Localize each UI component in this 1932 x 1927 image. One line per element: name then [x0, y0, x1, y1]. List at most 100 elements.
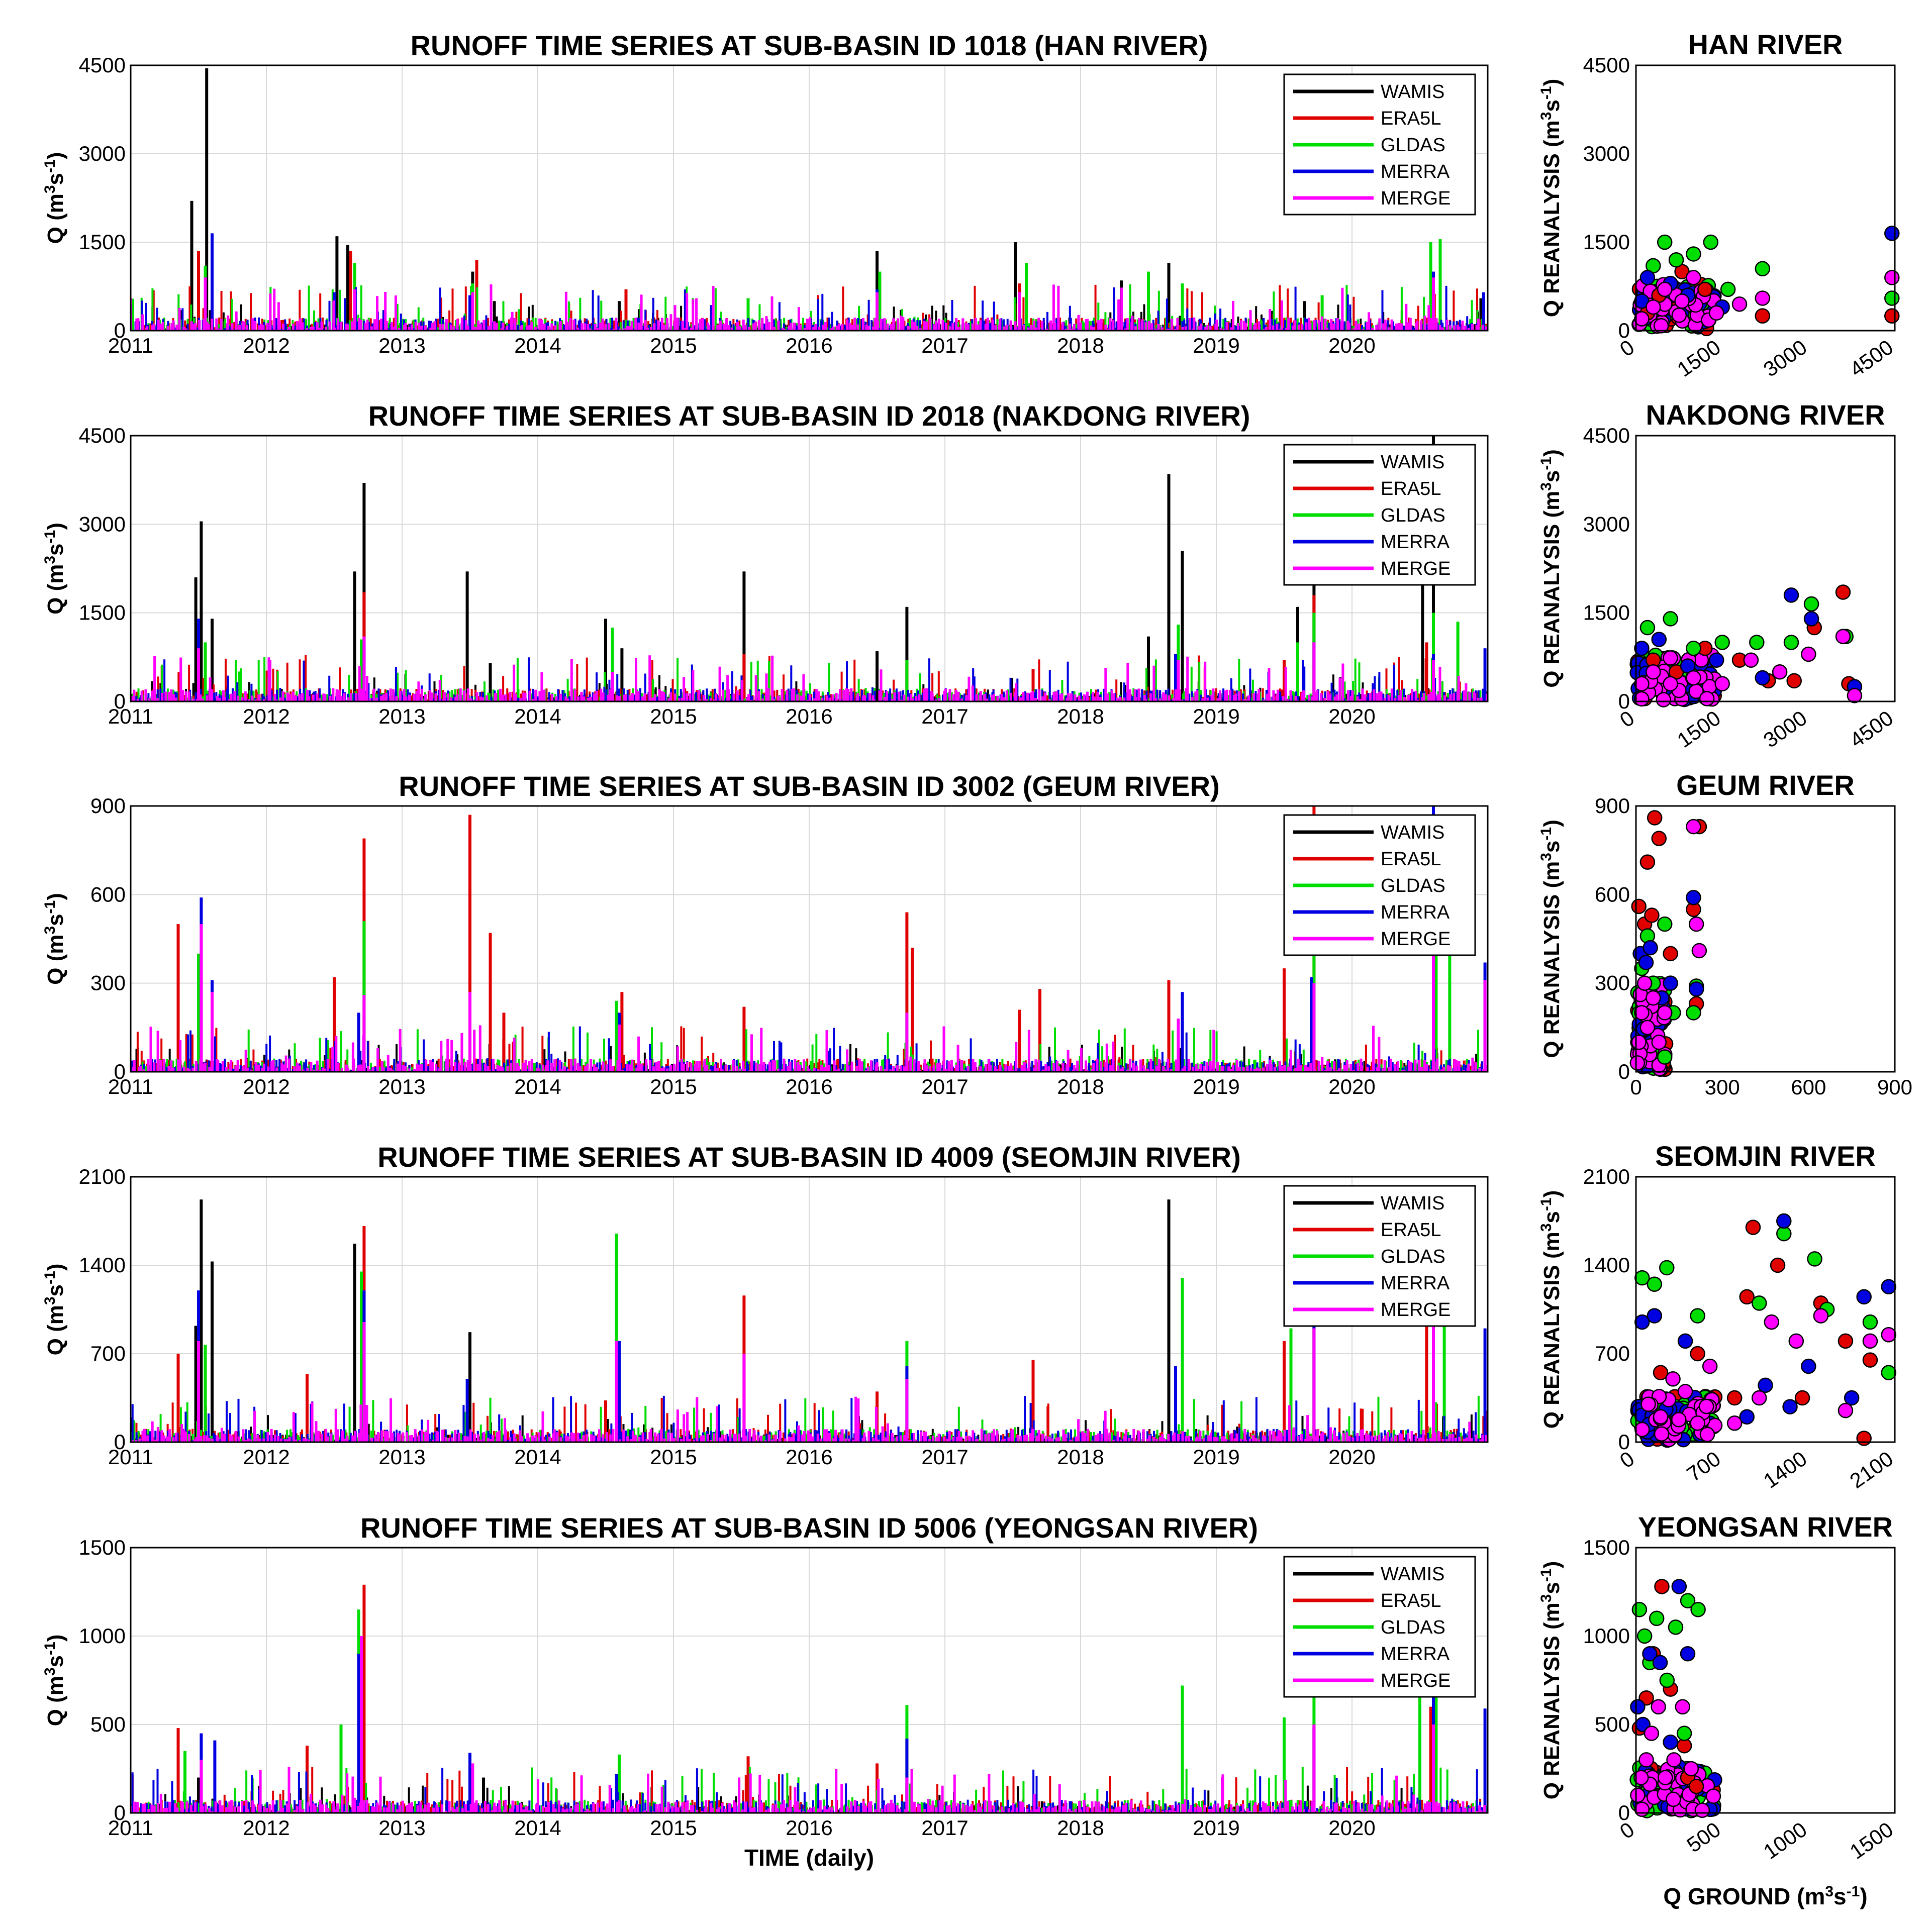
scatter-y-label: Q REANALYSIS (m3s-1) — [1538, 449, 1565, 688]
scatter-y-tick-label: 3000 — [1583, 512, 1630, 536]
scatter-point-merra — [1708, 652, 1724, 668]
x-tick-label: 2011 — [108, 1075, 153, 1098]
legend: WAMIS ERA5L GLDAS MERRA MERGE — [1283, 444, 1476, 586]
x-tick-label: 2014 — [514, 1816, 561, 1840]
scatter-point-gldas — [1749, 635, 1765, 650]
scatter-point-merge — [1708, 305, 1724, 321]
scatter-x-tick-label: 1400 — [1759, 1447, 1811, 1493]
y-tick-label: 2100 — [79, 1165, 126, 1188]
scatter-title: HAN RIVER — [1688, 29, 1843, 60]
scatter-frame — [1635, 64, 1896, 332]
scatter-point-merge — [1686, 270, 1701, 285]
x-tick-label: 2017 — [921, 1075, 968, 1098]
scatter-point-merge — [1788, 1333, 1804, 1349]
scatter-x-tick-label: 0 — [1615, 1447, 1638, 1473]
x-tick-label: 2012 — [243, 704, 289, 728]
y-tick-label: 0 — [114, 689, 126, 713]
scatter-point-merge — [1634, 691, 1650, 707]
x-tick-label: 2011 — [108, 704, 153, 728]
scatter-point-merra — [1634, 640, 1650, 656]
y-tick-label: 1500 — [79, 1536, 126, 1559]
scatter-point-merge — [1646, 299, 1661, 315]
panel-3: 2011 2012 2013 2014 2015 2016 2017 2018 2019 2020… — [42, 769, 1913, 1099]
scatter-x-label: Q GROUND (m3s-1) — [1663, 1883, 1867, 1910]
scatter-point-gldas — [1720, 281, 1736, 297]
timeseries-y-label: Q (m3s-1) — [42, 1635, 68, 1727]
scatter-point-era5l — [1697, 281, 1713, 297]
scatter-point-gldas — [1639, 620, 1656, 636]
scatter-point-merge — [1666, 1752, 1682, 1768]
x-tick-label: 2016 — [786, 334, 832, 357]
scatter-point-merra — [1630, 1699, 1646, 1715]
scatter-point-era5l — [1838, 1333, 1854, 1349]
scatter-y-tick-label: 900 — [1595, 794, 1630, 818]
scatter-point-era5l — [1653, 1365, 1669, 1380]
scatter-point-merra — [1639, 270, 1656, 285]
scatter-point-merge — [1862, 1333, 1878, 1349]
x-tick-label: 2020 — [1328, 1445, 1375, 1469]
x-tick-label: 2014 — [514, 334, 561, 357]
scatter-frame — [1635, 1547, 1896, 1814]
scatter-x-tick-label: 3000 — [1759, 335, 1811, 381]
scatter-point-merra — [1663, 1734, 1678, 1750]
y-tick-label: 4500 — [79, 53, 126, 77]
series-traces — [131, 436, 1488, 701]
scatter-point-gldas — [1668, 252, 1684, 268]
scatter-title: GEUM RIVER — [1676, 769, 1855, 801]
scatter-y-tick-label: 300 — [1595, 971, 1630, 995]
scatter-point-era5l — [1651, 831, 1667, 846]
scatter-point-merge — [1884, 270, 1900, 285]
y-tick-label: 4500 — [79, 424, 126, 447]
scatter-point-era5l — [1862, 1352, 1878, 1368]
x-tick-label: 2013 — [378, 1445, 425, 1469]
scatter-point-merge — [1881, 1327, 1896, 1343]
scatter-point-merge — [1630, 1787, 1646, 1803]
series-merge — [132, 924, 1488, 1072]
scatter-point-era5l — [1639, 854, 1656, 870]
scatter-point-merge — [1699, 1427, 1715, 1443]
scatter-point-gldas — [1783, 635, 1799, 650]
scatter-point-gldas — [1636, 1628, 1653, 1644]
y-tick-label: 1000 — [79, 1624, 126, 1648]
x-tick-label: 2018 — [1057, 1445, 1104, 1469]
x-tick-label: 2020 — [1328, 704, 1375, 728]
legend-label-wamis: WAMIS — [1381, 822, 1444, 843]
scatter-point-era5l — [1884, 308, 1900, 324]
scatter-point-merge — [1674, 293, 1690, 309]
scatter-point-merge — [1671, 1411, 1687, 1428]
scatter-x-tick-label: 4500 — [1846, 706, 1897, 752]
scatter-y-tick-label: 3000 — [1583, 142, 1630, 165]
scatter-point-merge — [1634, 1005, 1650, 1021]
legend: WAMIS ERA5L GLDAS MERRA MERGE — [1283, 814, 1476, 956]
scatter-x-tick-label: 2100 — [1846, 1447, 1897, 1493]
x-tick-label: 2011 — [108, 334, 153, 357]
scatter-point-merge — [1683, 1761, 1699, 1777]
scatter-y-tick-label: 1500 — [1583, 601, 1630, 625]
legend-label-era5l: ERA5L — [1381, 1590, 1441, 1611]
x-tick-label: 2020 — [1328, 1816, 1375, 1840]
x-tick-label: 2018 — [1057, 1816, 1104, 1840]
x-tick-label: 2016 — [786, 1075, 832, 1098]
x-tick-label: 2016 — [786, 1445, 832, 1469]
panel-2: 2011 2012 2013 2014 2015 2016 2017 2018 2019 2020… — [42, 399, 1898, 752]
scatter-y-tick-label: 1500 — [1583, 1536, 1630, 1559]
scatter-point-merge — [1653, 318, 1669, 334]
scatter-point-merge — [1755, 290, 1771, 306]
series-merge — [131, 636, 1488, 701]
scatter-point-merge — [1726, 1415, 1743, 1431]
scatter-point-merge — [1764, 1314, 1780, 1330]
scatter-x-tick-label: 1500 — [1673, 706, 1724, 752]
timeseries-y-label: Q (m3s-1) — [42, 152, 68, 244]
x-tick-label: 2013 — [378, 1816, 425, 1840]
y-tick-label: 900 — [90, 794, 126, 818]
x-tick-label: 2019 — [1193, 334, 1239, 357]
scatter-point-era5l — [1663, 946, 1678, 962]
scatter-point-merge — [1838, 1402, 1854, 1418]
scatter-point-gldas — [1686, 640, 1701, 656]
scatter-point-merge — [1663, 650, 1678, 666]
scatter-x-tick-label: 0 — [1630, 1075, 1641, 1099]
scatter-y-tick-label: 1400 — [1583, 1253, 1630, 1277]
scatter-point-merge — [1702, 1358, 1718, 1374]
scatter-point-gldas — [1659, 1672, 1675, 1688]
scatter-point-gldas — [1680, 1593, 1696, 1608]
